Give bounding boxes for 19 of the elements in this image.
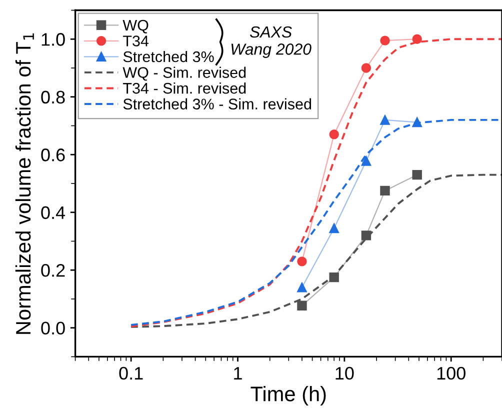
x-tick-label: 1 [234,367,242,380]
y-axis-title: Normalized volume fraction of T$_{1}$ [15,33,34,334]
y-tick-label: 0.0 [41,322,65,335]
y-tick-label: 0.2 [41,264,65,277]
x-tick-label: 0.1 [119,366,143,380]
x-tick-label: 10 [336,366,354,380]
y-tick-label: 1.0 [42,33,65,46]
legend-label: T34 - Sim. revised [123,82,246,94]
annotation: SAXS Wang 2020 [231,26,312,58]
x-axis-title: Time (h) [250,386,326,406]
legend-label: T34 [123,36,149,46]
legend-label: Stretched 3% - Sim. revised [123,98,312,110]
y-tick-label: 0.4 [41,206,66,220]
y-tick-label: 0.6 [41,148,65,162]
x-tick-label: 100 [437,366,466,380]
legend-label: WQ [122,20,148,34]
legend-label: Stretched 3% [123,50,214,62]
legend-label: WQ - Sim. revised [122,66,246,81]
y-tick-label: 0.8 [41,90,65,104]
